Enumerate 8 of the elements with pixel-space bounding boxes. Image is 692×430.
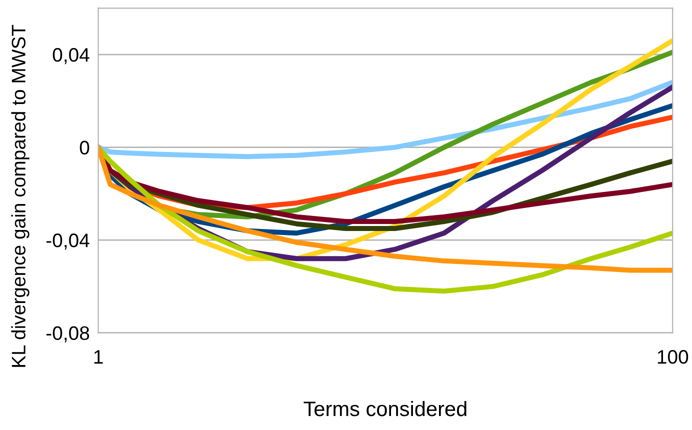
y-tick-label: -0,08 [46, 326, 90, 342]
x-tick-label: 1 [94, 350, 103, 364]
y-tick-label: 0 [80, 140, 90, 155]
y-axis-title: KL divergence gain compared to MWST [11, 24, 30, 367]
y-tick-label: 0,04 [52, 48, 90, 64]
x-tick-label: 100 [658, 350, 688, 364]
x-axis-title: Terms considered [304, 400, 466, 416]
y-tick-label: -0,04 [46, 234, 90, 250]
